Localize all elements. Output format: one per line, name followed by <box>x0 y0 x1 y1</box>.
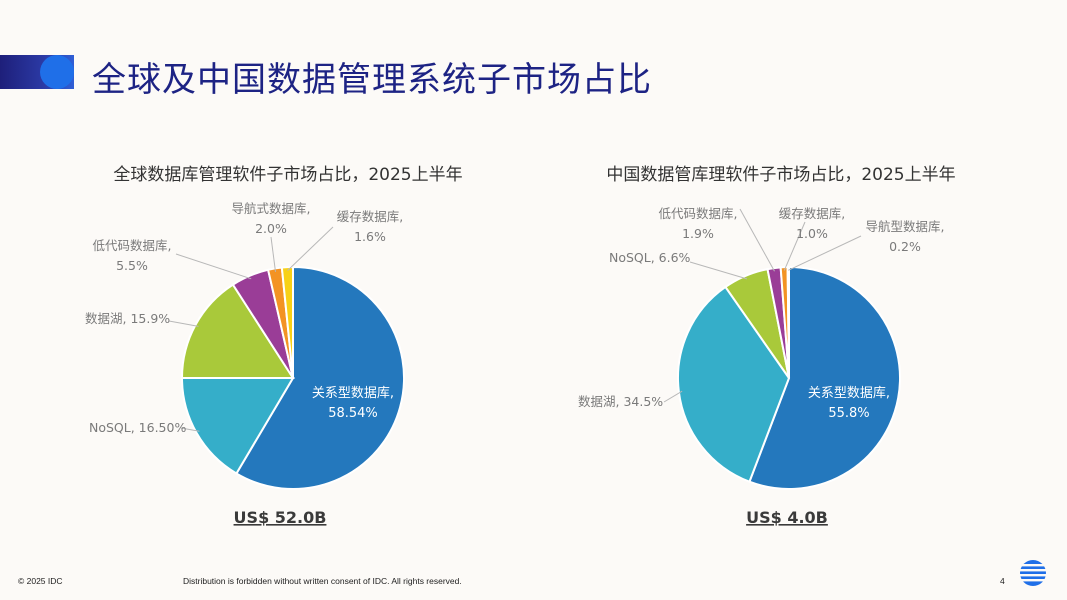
slice-label: 关系型数据库, 55.8% <box>808 385 890 421</box>
leader-line <box>739 208 775 272</box>
page-number: 4 <box>1000 576 1005 586</box>
slice-label: 缓存数据库, 1.0% <box>779 206 845 241</box>
leader-line <box>783 221 806 271</box>
pie-slice <box>786 265 790 379</box>
slice-label: 低代码数据库, 5.5% <box>93 238 172 273</box>
leader-line <box>175 253 252 280</box>
slice-label: 导航型数据库, 0.2% <box>866 219 945 254</box>
pie-slice <box>235 265 406 490</box>
market-total: US$ 52.0B <box>234 508 327 527</box>
leader-line <box>788 235 862 271</box>
leader-line <box>287 226 334 271</box>
slice-label: 数据湖, 15.9% <box>85 311 170 326</box>
pie-slice <box>180 283 295 380</box>
leader-line <box>270 236 276 272</box>
header-accent-dot <box>40 55 74 89</box>
slice-label: 数据湖, 34.5% <box>578 394 663 409</box>
leader-line <box>689 261 748 280</box>
chart-title: 全球数据库管理软件子市场占比，2025上半年 <box>113 165 462 185</box>
pie-slice <box>180 376 295 475</box>
slice-label: 导航式数据库, 2.0% <box>232 201 311 236</box>
pie-slice <box>280 265 294 379</box>
leader-line <box>168 320 199 327</box>
page-title: 全球及中国数据管理系统子市场占比 <box>92 60 652 100</box>
market-total: US$ 4.0B <box>746 508 828 527</box>
leader-line <box>180 427 200 432</box>
chart-title: 中国数据管库理软件子市场占比，2025上半年 <box>606 165 955 185</box>
slice-label: 缓存数据库, 1.6% <box>337 209 403 244</box>
slice-label: 关系型数据库, 58.54% <box>312 385 394 421</box>
slice-label: NoSQL, 6.6% <box>609 250 691 265</box>
slice-label: 低代码数据库, 1.9% <box>659 206 738 241</box>
pie-slice <box>748 265 901 490</box>
slice-label: NoSQL, 16.50% <box>89 420 186 435</box>
pie-slice <box>677 285 791 484</box>
leader-line <box>663 390 683 403</box>
idc-globe-icon <box>1019 560 1047 586</box>
footer-copyright: © 2025 IDC <box>18 576 63 586</box>
footer-notice: Distribution is forbidden without writte… <box>183 576 462 586</box>
